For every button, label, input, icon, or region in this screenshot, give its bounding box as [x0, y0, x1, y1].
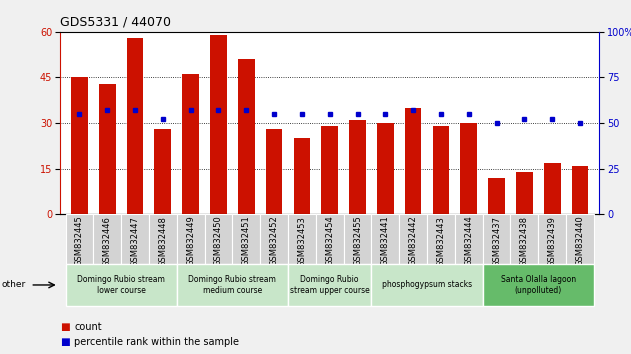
Text: GSM832442: GSM832442 — [409, 216, 418, 267]
Bar — [266, 129, 283, 214]
Text: other: other — [2, 280, 26, 290]
Text: Domingo Rubio stream
medium course: Domingo Rubio stream medium course — [189, 275, 276, 295]
Text: Santa Olalla lagoon
(unpolluted): Santa Olalla lagoon (unpolluted) — [501, 275, 576, 295]
Bar — [288, 214, 316, 264]
Bar — [427, 214, 455, 264]
Bar — [66, 214, 93, 264]
Bar — [455, 214, 483, 264]
Bar — [66, 264, 177, 306]
Bar — [93, 214, 121, 264]
Bar — [344, 214, 372, 264]
Text: GSM832454: GSM832454 — [325, 216, 334, 267]
Bar — [71, 78, 88, 214]
Text: GSM832444: GSM832444 — [464, 216, 473, 267]
Bar — [238, 59, 255, 214]
Bar — [488, 178, 505, 214]
Bar — [149, 214, 177, 264]
Bar — [404, 108, 422, 214]
Bar — [510, 214, 538, 264]
Bar — [155, 129, 171, 214]
Bar — [127, 38, 143, 214]
Text: GDS5331 / 44070: GDS5331 / 44070 — [60, 16, 171, 29]
Bar — [566, 214, 594, 264]
Text: phosphogypsum stacks: phosphogypsum stacks — [382, 280, 472, 290]
Bar — [372, 264, 483, 306]
Text: GSM832437: GSM832437 — [492, 216, 501, 267]
Bar — [461, 123, 477, 214]
Bar — [572, 166, 588, 214]
Bar — [288, 264, 372, 306]
Bar — [321, 126, 338, 214]
Text: GSM832438: GSM832438 — [520, 216, 529, 267]
Bar — [204, 214, 232, 264]
Bar — [349, 120, 366, 214]
Text: GSM832439: GSM832439 — [548, 216, 557, 267]
Text: GSM832447: GSM832447 — [131, 216, 139, 267]
Bar — [544, 162, 560, 214]
Text: ■: ■ — [60, 322, 69, 332]
Text: ■: ■ — [60, 337, 69, 347]
Text: Domingo Rubio
stream upper course: Domingo Rubio stream upper course — [290, 275, 370, 295]
Bar — [316, 214, 344, 264]
Bar — [433, 126, 449, 214]
Bar — [516, 172, 533, 214]
Text: percentile rank within the sample: percentile rank within the sample — [74, 337, 239, 347]
Text: GSM832445: GSM832445 — [75, 216, 84, 267]
Bar — [372, 214, 399, 264]
Bar — [177, 214, 204, 264]
Bar — [99, 84, 115, 214]
Text: GSM832452: GSM832452 — [269, 216, 278, 267]
Bar — [121, 214, 149, 264]
Bar — [483, 214, 510, 264]
Text: count: count — [74, 322, 102, 332]
Bar — [260, 214, 288, 264]
Text: GSM832440: GSM832440 — [575, 216, 584, 267]
Text: GSM832451: GSM832451 — [242, 216, 251, 267]
Bar — [377, 123, 394, 214]
Text: GSM832450: GSM832450 — [214, 216, 223, 267]
Bar — [210, 35, 227, 214]
Text: GSM832441: GSM832441 — [381, 216, 390, 267]
Text: GSM832446: GSM832446 — [103, 216, 112, 267]
Bar — [293, 138, 310, 214]
Text: GSM832449: GSM832449 — [186, 216, 195, 267]
Text: GSM832448: GSM832448 — [158, 216, 167, 267]
Text: GSM832453: GSM832453 — [297, 216, 307, 267]
Text: GSM832443: GSM832443 — [437, 216, 445, 267]
Bar — [182, 74, 199, 214]
Text: GSM832455: GSM832455 — [353, 216, 362, 267]
Bar — [483, 264, 594, 306]
Text: Domingo Rubio stream
lower course: Domingo Rubio stream lower course — [77, 275, 165, 295]
Bar — [177, 264, 288, 306]
Bar — [538, 214, 566, 264]
Bar — [232, 214, 260, 264]
Bar — [399, 214, 427, 264]
